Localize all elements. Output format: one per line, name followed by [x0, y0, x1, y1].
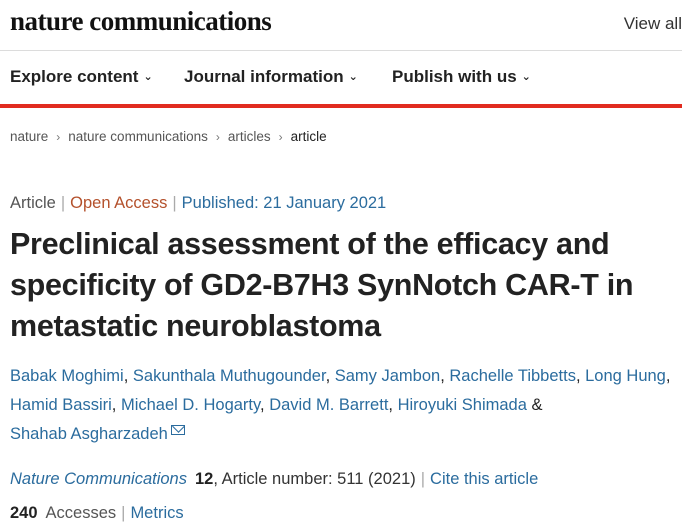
nav-journal-information[interactable]: Journal information ⌄	[184, 67, 358, 87]
breadcrumb-item-nature-communications[interactable]: nature communications	[68, 129, 208, 144]
published-date: Published: 21 January 2021	[181, 194, 387, 212]
view-all-link[interactable]: View all	[623, 14, 682, 33]
author-link[interactable]: Hiroyuki Shimada	[397, 396, 527, 414]
author-link[interactable]: Rachelle Tibbetts	[449, 367, 576, 385]
citation-divider: |	[420, 470, 426, 488]
author-link[interactable]: Sakunthala Muthugounder	[132, 367, 326, 385]
chevron-down-icon: ⌄	[348, 71, 358, 83]
author-link[interactable]: Samy Jambon	[334, 367, 441, 385]
nav-publish-with-us[interactable]: Publish with us ⌄	[392, 67, 531, 87]
author-link[interactable]: Hamid Bassiri	[10, 396, 112, 414]
breadcrumb-item-current: article	[290, 129, 327, 144]
author-link[interactable]: David M. Barrett	[269, 396, 389, 414]
breadcrumb-item-articles[interactable]: articles	[227, 129, 271, 144]
open-access-label: Open Access	[70, 194, 168, 212]
nav-explore-content[interactable]: Explore content ⌄	[10, 67, 153, 87]
metrics-divider: |	[121, 504, 126, 522]
chevron-right-icon: ›	[56, 130, 61, 144]
site-header: nature communications View all	[0, 0, 682, 51]
article-meta: Article | Open Access | Published: 21 Januar…	[10, 194, 386, 213]
article-number: , Article number: 511 (2021)	[213, 470, 416, 488]
article-type: Article	[10, 194, 56, 212]
chevron-right-icon: ›	[278, 130, 283, 144]
meta-divider: |	[60, 194, 66, 212]
breadcrumb-item-nature[interactable]: nature	[10, 129, 49, 144]
breadcrumb: nature › nature communications › articles › ar…	[10, 129, 327, 144]
accesses-count: 240	[10, 504, 38, 522]
author-link[interactable]: Long Hung	[585, 367, 666, 385]
author-link[interactable]: Michael D. Hogarty	[120, 396, 261, 414]
main-nav: Explore content ⌄ Journal information ⌄ Pu…	[0, 51, 682, 102]
chevron-right-icon: ›	[215, 130, 220, 144]
citation-line: Nature Communications 12, Article number:…	[10, 470, 538, 489]
nav-explore-content-label: Explore content	[10, 67, 139, 86]
accesses-label: Accesses	[45, 504, 117, 522]
nav-journal-information-label: Journal information	[184, 67, 344, 86]
nav-publish-with-us-label: Publish with us	[392, 67, 517, 86]
journal-logo[interactable]: nature communications	[10, 6, 272, 36]
author-link[interactable]: Babak Moghimi	[10, 367, 124, 385]
volume-number: 12	[195, 470, 214, 488]
meta-divider: |	[172, 194, 177, 212]
chevron-down-icon: ⌄	[521, 71, 531, 83]
metrics-link[interactable]: Metrics	[130, 504, 184, 522]
article-title: Preclinical assessment of the efficacy a…	[10, 227, 634, 343]
author-list: Babak Moghimi, Sakunthala Muthugounder, …	[10, 367, 671, 443]
journal-name: Nature Communications	[10, 470, 187, 488]
article-metrics: 240 Accesses | Metrics	[10, 504, 184, 523]
chevron-down-icon: ⌄	[143, 71, 153, 83]
cite-this-article-link[interactable]: Cite this article	[430, 470, 539, 488]
accent-divider	[0, 104, 682, 108]
author-link[interactable]: Shahab Asgharzadeh	[10, 425, 168, 443]
envelope-icon[interactable]	[170, 425, 185, 435]
